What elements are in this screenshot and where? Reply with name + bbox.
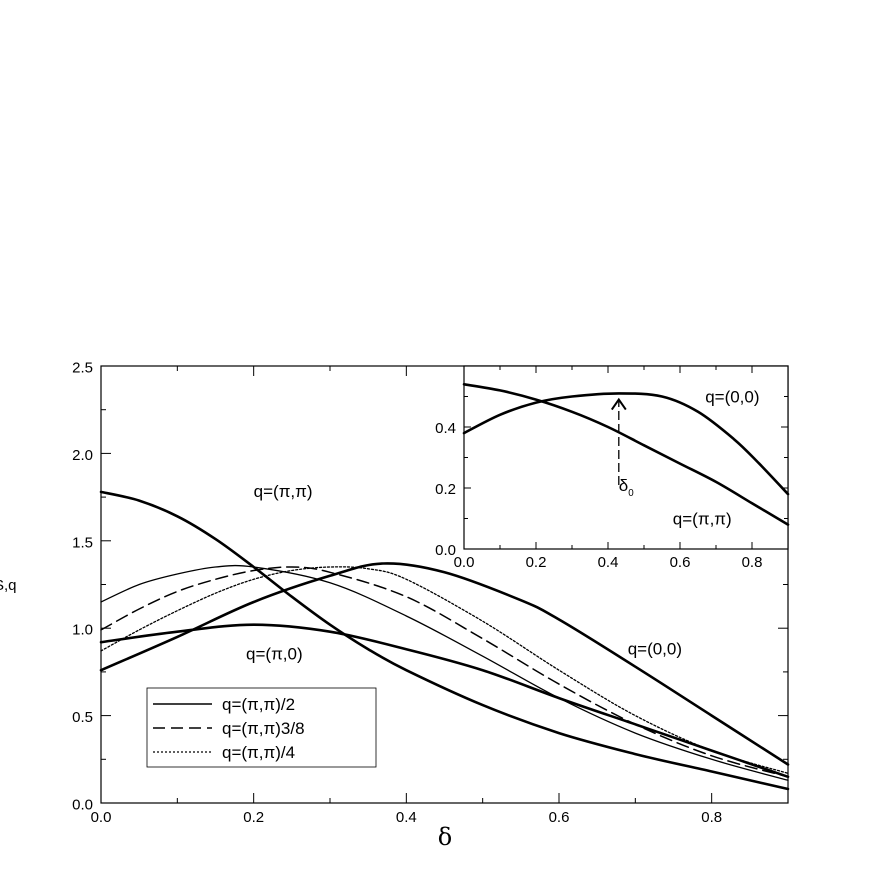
legend: q=(π,π)/2 q=(π,π)3/8 q=(π,π)/4 — [146, 687, 377, 768]
main-y-tick-label: 2.5 — [72, 360, 93, 377]
main-y-tick-label: 1.5 — [72, 534, 93, 551]
main-x-axis-label: δ — [438, 823, 452, 851]
main-series-group — [99, 490, 790, 791]
main-chart: 0.0 0.2 0.4 0.6 0.8 0.0 0.5 1.0 1.5 2.0 2.5 q=(π,π… — [0, 360, 790, 851]
inset-axis-ticks: 0.0 0.2 0.4 0.6 0.8 0.0 0.2 0.4 — [435, 366, 788, 571]
inset-series-group — [462, 383, 790, 526]
inset-x-tick-label: 0.6 — [670, 554, 691, 571]
inset-y-tick-label: 0.2 — [435, 481, 456, 498]
main-x-tick-label: 0.6 — [549, 809, 570, 826]
main-series-q-pi-pi-4 — [100, 566, 789, 774]
legend-label-q-pi-pi-3-8: q=(π,π)3/8 — [222, 719, 305, 738]
inset-x-tick-label: 0.8 — [742, 554, 763, 571]
main-series-q-pi-pi — [99, 490, 790, 791]
legend-label-q-pi-pi-over-4: q=(π,π)/4 — [222, 743, 295, 762]
main-annotations: q=(π,π) q=(π,0) q=(0,0) — [246, 482, 682, 664]
inset-annotation-q-0-0: q=(0,0) — [705, 388, 759, 407]
main-x-tick-label: 0.4 — [396, 809, 417, 826]
main-series-q-pi-pi-2 — [100, 564, 789, 781]
inset-x-tick-label: 0.0 — [454, 554, 475, 571]
main-series-q-pi-pi-3-8 — [100, 566, 789, 778]
inset-series-q-0-0 — [462, 392, 790, 496]
main-annotation-q-0-0: q=(0,0) — [628, 639, 682, 658]
main-y-tick-label: 0.5 — [72, 709, 93, 726]
main-y-tick-label: 2.0 — [72, 447, 93, 464]
inset-y-tick-label: 0.4 — [435, 420, 456, 437]
main-x-tick-label: 0.8 — [701, 809, 722, 826]
main-y-tick-label: 1.0 — [72, 622, 93, 639]
inset-background — [464, 366, 788, 549]
main-y-axis-label: S,q — [0, 577, 17, 594]
inset-chart: 0.0 0.2 0.4 0.6 0.80.00.20.4 q=(0,0)q=(π,π)δ… — [435, 365, 790, 571]
legend-box — [146, 687, 377, 768]
inset-x-tick-label: 0.2 — [526, 554, 547, 571]
main-y-tick-label: 0.0 — [72, 797, 93, 814]
legend-label-q-pi-pi-over-2: q=(π,π)/2 — [222, 695, 295, 714]
inset-x-tick-label: 0.4 — [598, 554, 619, 571]
inset-annotation-q-pi-pi: q=(π,π) — [673, 510, 732, 529]
main-annotation-q-pi-0: q=(π,0) — [246, 645, 303, 664]
inset-delta0-arrowhead — [610, 397, 627, 411]
inset-annotation-subscript: 0 — [628, 488, 634, 499]
inset-series-q-pi-pi — [462, 383, 790, 526]
main-series-q-pi-0 — [99, 623, 790, 779]
main-annotation-q-pi-pi: q=(π,π) — [254, 482, 313, 501]
main-x-tick-label: 0.2 — [243, 809, 264, 826]
inset-annotations: q=(0,0)q=(π,π)δ0 — [610, 388, 760, 529]
inset-y-tick-label: 0.0 — [435, 542, 456, 559]
main-series-q-0-0 — [99, 562, 790, 766]
main-x-tick-label: 0.0 — [91, 809, 112, 826]
